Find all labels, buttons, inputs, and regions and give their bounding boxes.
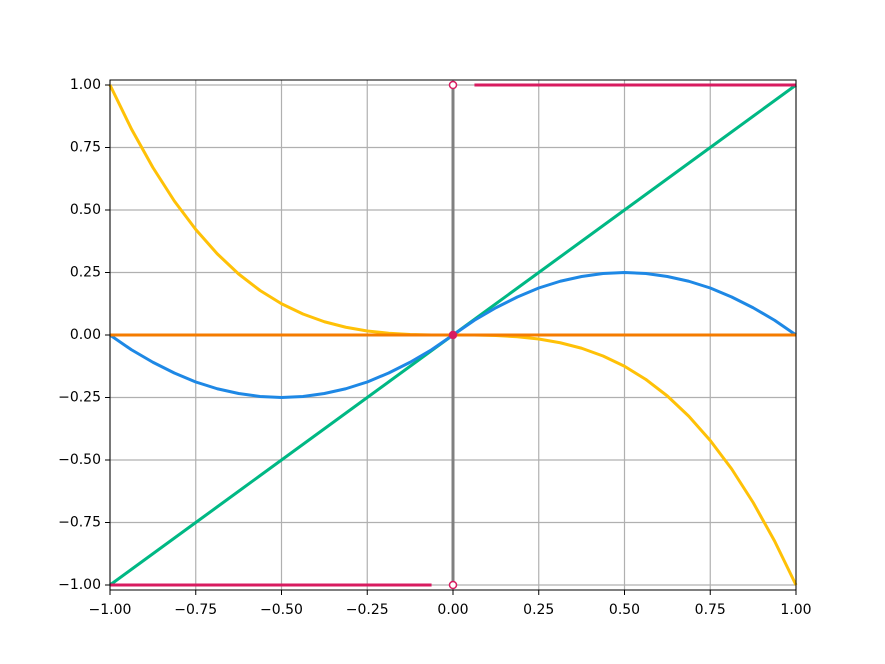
series-line <box>110 83 796 587</box>
plot-frame <box>109 79 797 591</box>
x-tick-label: −1.00 <box>89 602 132 618</box>
point-marker <box>448 80 458 90</box>
x-tick-label: −0.75 <box>174 602 217 618</box>
y-tick-label: −0.75 <box>58 515 101 531</box>
y-tick-label: 0.50 <box>70 202 101 218</box>
point-marker <box>448 330 458 340</box>
y-tick-label: 0.75 <box>70 140 101 156</box>
y-tick-label: −0.25 <box>58 390 101 406</box>
y-tick-label: 0.25 <box>70 265 101 281</box>
x-tick-label: 0.75 <box>695 602 726 618</box>
y-tick-label: 0.00 <box>70 327 101 343</box>
y-tick-label: −0.50 <box>58 452 101 468</box>
point-marker <box>448 580 458 590</box>
x-tick-label: 0.50 <box>609 602 640 618</box>
x-tick-label: 0.25 <box>523 602 554 618</box>
y-tick-label: 1.00 <box>70 77 101 93</box>
x-tick-label: 1.00 <box>780 602 811 618</box>
x-tick-label: −0.25 <box>346 602 389 618</box>
x-tick-label: 0.00 <box>437 602 468 618</box>
x-tick-label: −0.50 <box>260 602 303 618</box>
y-tick-label: −1.00 <box>58 577 101 593</box>
